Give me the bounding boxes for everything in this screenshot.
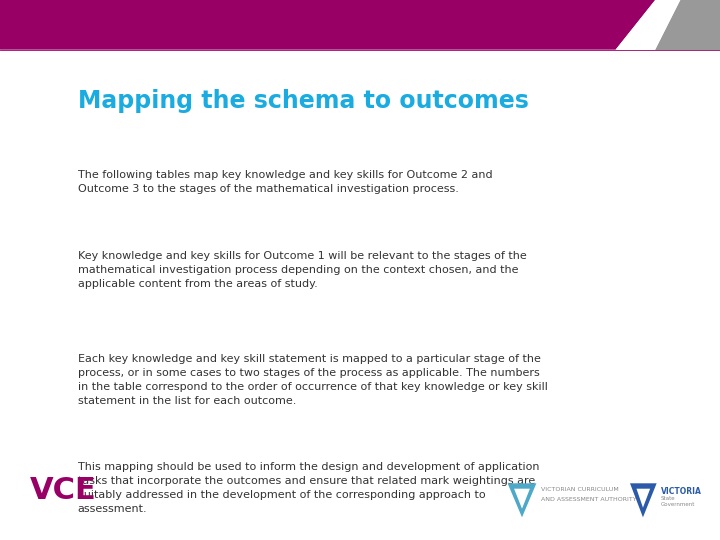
Text: VICTORIA: VICTORIA bbox=[661, 487, 702, 496]
Text: Mapping the schema to outcomes: Mapping the schema to outcomes bbox=[78, 89, 528, 113]
Polygon shape bbox=[616, 0, 680, 50]
Text: Key knowledge and key skills for Outcome 1 will be relevant to the stages of the: Key knowledge and key skills for Outcome… bbox=[78, 251, 526, 289]
Text: Each key knowledge and key skill statement is mapped to a particular stage of th: Each key knowledge and key skill stateme… bbox=[78, 354, 548, 406]
Text: The following tables map key knowledge and key skills for Outcome 2 and
Outcome : The following tables map key knowledge a… bbox=[78, 170, 492, 194]
Text: AND ASSESSMENT AUTHORITY: AND ASSESSMENT AUTHORITY bbox=[541, 497, 637, 502]
Polygon shape bbox=[655, 0, 720, 50]
Polygon shape bbox=[630, 483, 657, 517]
Text: This mapping should be used to inform the design and development of application
: This mapping should be used to inform th… bbox=[78, 462, 539, 514]
Text: Government: Government bbox=[661, 502, 696, 507]
Polygon shape bbox=[508, 483, 536, 517]
Text: VICTORIAN CURRICULUM: VICTORIAN CURRICULUM bbox=[541, 487, 619, 492]
Text: State: State bbox=[661, 496, 675, 501]
Polygon shape bbox=[514, 489, 530, 509]
Polygon shape bbox=[636, 489, 650, 508]
Polygon shape bbox=[0, 0, 655, 50]
Text: VCE: VCE bbox=[30, 476, 97, 505]
